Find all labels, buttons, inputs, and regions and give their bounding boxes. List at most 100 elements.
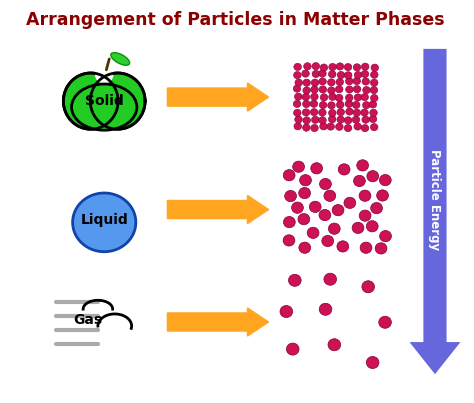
Text: Gas: Gas <box>73 313 102 327</box>
Circle shape <box>361 109 368 116</box>
Circle shape <box>302 124 310 131</box>
Circle shape <box>336 79 344 85</box>
Circle shape <box>371 64 379 71</box>
Circle shape <box>353 64 361 71</box>
Circle shape <box>344 125 352 132</box>
Ellipse shape <box>64 73 118 129</box>
Circle shape <box>328 109 336 116</box>
Circle shape <box>377 190 389 201</box>
Circle shape <box>292 202 303 213</box>
Circle shape <box>295 116 302 123</box>
Circle shape <box>295 79 302 86</box>
Circle shape <box>304 63 311 70</box>
Circle shape <box>324 190 336 202</box>
Circle shape <box>286 343 299 355</box>
Text: Solid: Solid <box>85 94 124 108</box>
Circle shape <box>370 79 378 86</box>
Circle shape <box>370 123 378 131</box>
Circle shape <box>352 116 360 123</box>
FancyArrow shape <box>167 308 269 336</box>
Circle shape <box>303 117 310 124</box>
Text: Arrangement of Particles in Matter Phases: Arrangement of Particles in Matter Phase… <box>26 11 444 29</box>
Circle shape <box>344 197 356 208</box>
Circle shape <box>298 214 310 225</box>
Circle shape <box>280 305 292 318</box>
Circle shape <box>353 85 361 93</box>
Circle shape <box>319 210 331 221</box>
Circle shape <box>320 123 328 130</box>
Circle shape <box>311 79 319 86</box>
Circle shape <box>369 115 377 123</box>
Circle shape <box>363 87 370 93</box>
Circle shape <box>354 175 365 187</box>
Circle shape <box>299 242 310 253</box>
Circle shape <box>327 123 335 130</box>
Circle shape <box>302 70 310 77</box>
Circle shape <box>359 210 371 221</box>
Circle shape <box>345 72 352 79</box>
Circle shape <box>328 71 336 78</box>
Circle shape <box>359 190 371 202</box>
Polygon shape <box>73 193 136 252</box>
Circle shape <box>379 174 391 186</box>
Circle shape <box>345 117 352 124</box>
Ellipse shape <box>72 84 137 130</box>
Circle shape <box>360 242 372 253</box>
Circle shape <box>346 108 353 115</box>
Circle shape <box>328 87 335 94</box>
Circle shape <box>311 116 319 123</box>
Circle shape <box>336 86 343 93</box>
Circle shape <box>293 109 301 116</box>
Circle shape <box>293 100 301 108</box>
Circle shape <box>320 94 328 101</box>
Circle shape <box>371 71 378 78</box>
Circle shape <box>320 64 328 71</box>
Circle shape <box>357 160 369 171</box>
Circle shape <box>328 339 341 351</box>
Circle shape <box>319 303 332 315</box>
Circle shape <box>367 170 379 182</box>
Circle shape <box>319 78 327 85</box>
Ellipse shape <box>96 67 113 83</box>
Circle shape <box>361 63 369 70</box>
Circle shape <box>362 78 370 85</box>
Circle shape <box>338 164 350 175</box>
FancyArrow shape <box>167 83 269 111</box>
Circle shape <box>283 235 295 246</box>
Circle shape <box>337 116 345 123</box>
Circle shape <box>329 63 337 71</box>
Circle shape <box>310 125 318 132</box>
Circle shape <box>319 179 331 190</box>
Circle shape <box>354 123 362 130</box>
Polygon shape <box>410 49 460 374</box>
Ellipse shape <box>111 53 130 65</box>
Ellipse shape <box>85 77 123 125</box>
Ellipse shape <box>91 73 145 129</box>
Circle shape <box>361 71 369 78</box>
Circle shape <box>346 86 353 93</box>
Circle shape <box>371 202 383 214</box>
Circle shape <box>380 231 392 242</box>
Circle shape <box>371 94 378 102</box>
Circle shape <box>293 85 301 92</box>
Circle shape <box>329 93 337 100</box>
Circle shape <box>312 71 319 77</box>
Circle shape <box>285 191 296 202</box>
Circle shape <box>362 116 369 123</box>
Circle shape <box>346 78 353 85</box>
Circle shape <box>310 100 318 108</box>
Circle shape <box>302 93 310 101</box>
Circle shape <box>310 108 318 116</box>
Circle shape <box>337 108 345 116</box>
Circle shape <box>322 235 334 247</box>
Circle shape <box>346 94 353 101</box>
Circle shape <box>328 223 340 234</box>
Circle shape <box>310 93 318 100</box>
Circle shape <box>363 102 370 109</box>
Circle shape <box>353 77 361 85</box>
Circle shape <box>319 70 326 77</box>
Circle shape <box>319 116 326 124</box>
Circle shape <box>370 87 378 94</box>
Circle shape <box>310 86 318 93</box>
Circle shape <box>294 93 302 100</box>
